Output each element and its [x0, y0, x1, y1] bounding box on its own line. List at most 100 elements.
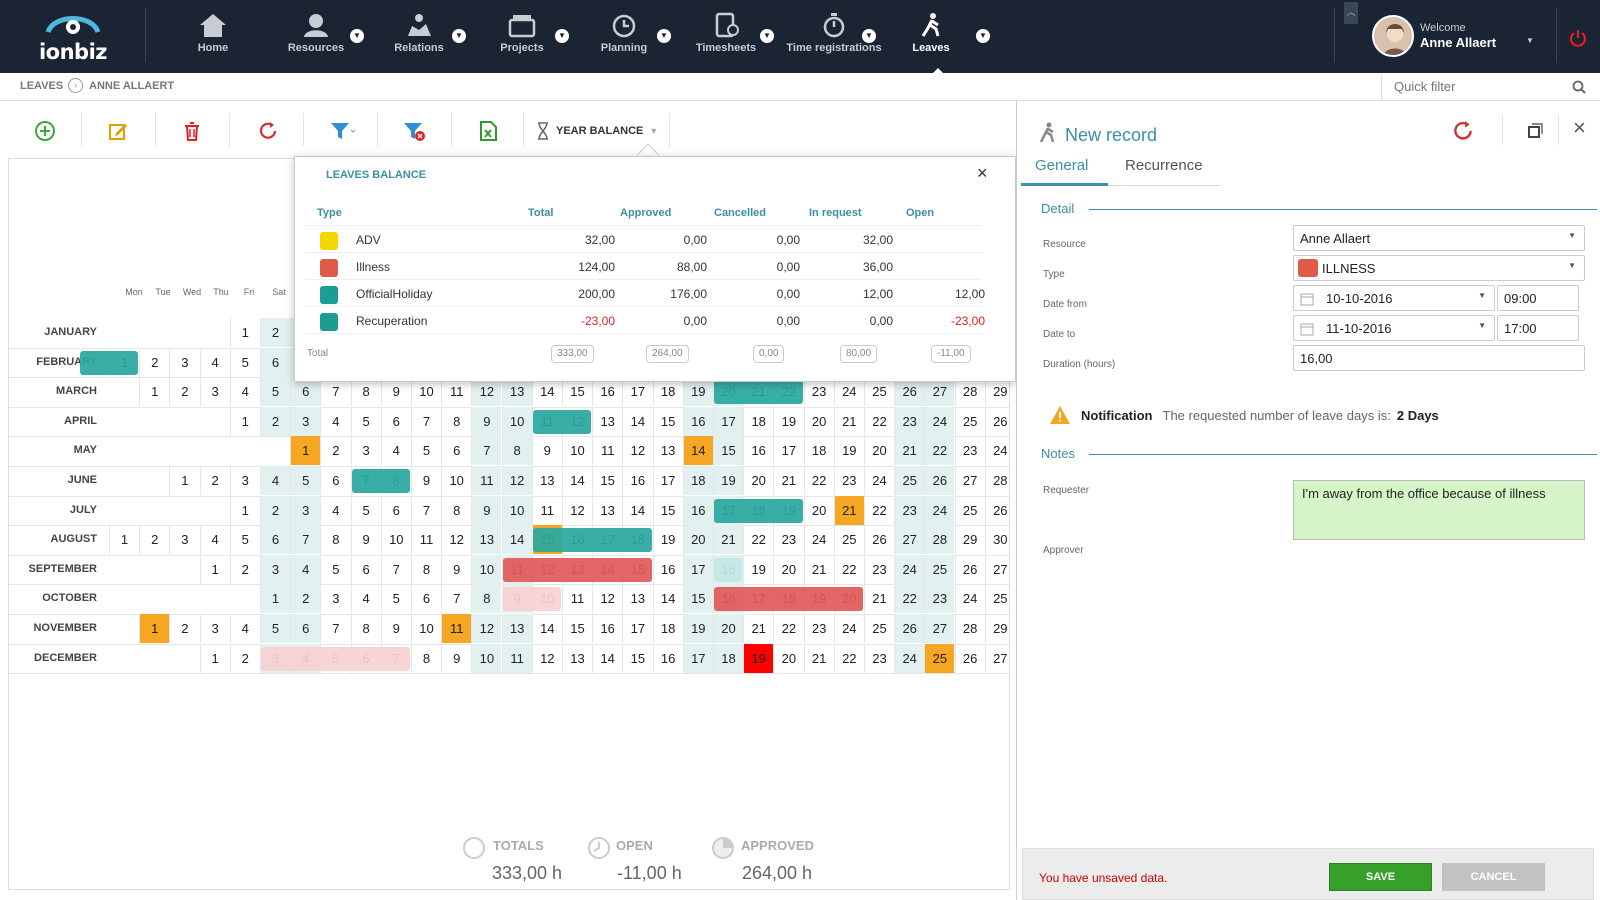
day-cell[interactable]: 18 — [803, 436, 834, 466]
day-cell[interactable]: 24 — [894, 643, 925, 673]
day-cell[interactable]: 24 — [864, 466, 894, 495]
day-cell[interactable]: 5 — [229, 347, 260, 377]
day-cell[interactable]: 9 — [380, 377, 411, 407]
day-cell[interactable]: 22 — [773, 614, 803, 643]
year-balance-dropdown[interactable]: YEAR BALANCE ▼ — [536, 118, 658, 144]
day-cell[interactable]: 13 — [562, 643, 592, 673]
day-cell[interactable]: 2 — [260, 318, 290, 347]
day-cell[interactable]: 10 — [501, 495, 532, 525]
day-cell[interactable]: 25 — [894, 466, 925, 495]
day-cell[interactable]: 20 — [773, 554, 803, 584]
day-cell[interactable]: 17 — [682, 554, 713, 584]
day-cell[interactable]: 25 — [984, 584, 1015, 614]
time-to-input[interactable]: 17:00 — [1497, 315, 1579, 341]
day-cell[interactable]: 13 — [501, 614, 532, 643]
nav-resources[interactable]: Resources — [266, 12, 366, 54]
day-cell[interactable]: 24 — [924, 495, 955, 525]
day-cell[interactable]: 24 — [803, 525, 834, 555]
nav-projects[interactable]: Projects — [472, 12, 572, 54]
day-cell[interactable]: 12 — [471, 614, 502, 643]
day-cell[interactable]: 4 — [290, 554, 321, 584]
nav-planning[interactable]: Planning — [574, 12, 674, 54]
day-cell[interactable]: 23 — [954, 436, 985, 466]
day-cell[interactable]: 3 — [169, 525, 199, 555]
day-cell[interactable]: 9 — [441, 554, 471, 584]
day-cell[interactable]: 5 — [260, 614, 290, 643]
day-cell[interactable]: 27 — [924, 377, 955, 407]
clear-filter-button[interactable] — [398, 116, 430, 146]
day-cell[interactable]: 15 — [652, 406, 683, 436]
day-cell[interactable]: 4 — [380, 436, 411, 466]
day-cell[interactable]: 13 — [652, 436, 683, 466]
save-button[interactable]: SAVE — [1329, 863, 1432, 891]
edit-button[interactable] — [102, 116, 134, 146]
nav-projects-dropdown[interactable]: ▼ — [555, 29, 569, 43]
day-cell[interactable]: 2 — [229, 554, 260, 584]
user-menu-caret-icon[interactable]: ▼ — [1526, 36, 1534, 45]
time-from-input[interactable]: 09:00 — [1497, 285, 1579, 311]
day-cell[interactable]: 8 — [350, 614, 381, 643]
day-cell[interactable]: 21 — [833, 495, 864, 525]
nav-planning-dropdown[interactable]: ▼ — [657, 29, 671, 43]
day-cell[interactable]: 11 — [411, 525, 441, 555]
day-cell[interactable]: 4 — [199, 525, 230, 555]
date-from-input[interactable]: 10-10-2016 ▼ — [1293, 285, 1495, 311]
day-cell[interactable]: 4 — [260, 466, 290, 495]
day-cell[interactable]: 9 — [411, 466, 441, 495]
day-cell[interactable]: 17 — [622, 614, 652, 643]
tab-recurrence[interactable]: Recurrence — [1125, 157, 1203, 174]
leave-bar[interactable] — [502, 587, 561, 612]
day-cell[interactable]: 2 — [229, 643, 260, 673]
day-cell[interactable]: 24 — [894, 554, 925, 584]
nav-timesheets-dropdown[interactable]: ▼ — [760, 29, 774, 43]
day-cell[interactable]: 22 — [833, 554, 864, 584]
day-cell[interactable]: 7 — [290, 525, 321, 555]
day-cell[interactable]: 7 — [441, 584, 471, 614]
day-cell[interactable]: 14 — [682, 436, 713, 466]
day-cell[interactable]: 14 — [622, 406, 652, 436]
user-name[interactable]: Anne Allaert — [1420, 35, 1497, 50]
day-cell[interactable]: 13 — [622, 584, 652, 614]
day-cell[interactable]: 11 — [441, 614, 472, 643]
day-cell[interactable]: 20 — [682, 525, 713, 555]
day-cell[interactable]: 5 — [290, 466, 321, 495]
day-cell[interactable]: 3 — [350, 436, 381, 466]
day-cell[interactable]: 9 — [350, 525, 381, 555]
day-cell[interactable]: 19 — [652, 525, 683, 555]
day-cell[interactable]: 6 — [260, 347, 290, 377]
day-cell[interactable]: 10 — [501, 406, 532, 436]
day-cell[interactable]: 19 — [833, 436, 864, 466]
leave-bar[interactable] — [714, 587, 863, 612]
refresh-button[interactable] — [252, 116, 284, 146]
day-cell[interactable]: 3 — [290, 495, 321, 525]
day-cell[interactable]: 28 — [984, 466, 1015, 495]
day-cell[interactable]: 2 — [320, 436, 350, 466]
avatar[interactable] — [1372, 15, 1414, 57]
day-cell[interactable]: 1 — [199, 554, 230, 584]
day-cell[interactable]: 19 — [773, 406, 803, 436]
day-cell[interactable]: 10 — [411, 614, 441, 643]
nav-time-registrations[interactable]: Time registrations — [778, 12, 890, 54]
day-cell[interactable]: 23 — [864, 643, 894, 673]
day-cell[interactable]: 14 — [622, 495, 652, 525]
day-cell[interactable]: 21 — [773, 466, 803, 495]
day-cell[interactable]: 17 — [713, 406, 743, 436]
day-cell[interactable]: 10 — [471, 554, 502, 584]
day-cell[interactable]: 25 — [954, 495, 985, 525]
day-cell[interactable]: 27 — [984, 643, 1015, 673]
day-cell[interactable]: 18 — [682, 466, 713, 495]
day-cell[interactable]: 22 — [803, 466, 834, 495]
day-cell[interactable]: 28 — [924, 525, 955, 555]
day-cell[interactable]: 1 — [260, 584, 290, 614]
day-cell[interactable]: 2 — [290, 584, 321, 614]
day-cell[interactable]: 22 — [894, 584, 925, 614]
day-cell[interactable]: 26 — [894, 377, 925, 407]
day-cell[interactable]: 10 — [441, 466, 471, 495]
tab-general[interactable]: General — [1035, 157, 1089, 174]
day-cell[interactable]: 20 — [773, 643, 803, 673]
nav-home[interactable]: Home — [163, 12, 263, 54]
day-cell[interactable]: 13 — [592, 406, 622, 436]
day-cell[interactable]: 14 — [562, 466, 592, 495]
maximize-icon[interactable] — [1527, 123, 1543, 139]
day-cell[interactable]: 13 — [471, 525, 502, 555]
